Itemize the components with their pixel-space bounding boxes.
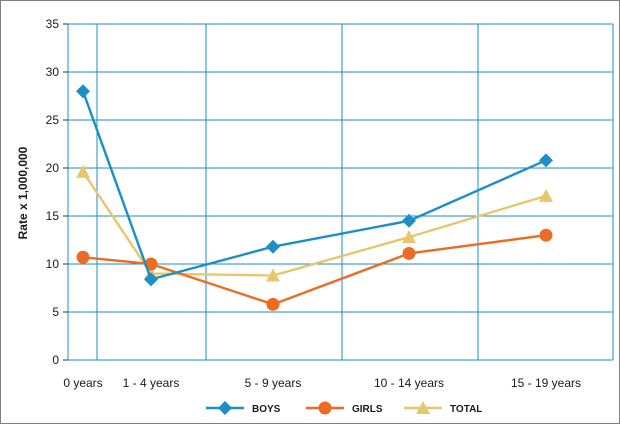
- point-girls-0: [76, 250, 90, 264]
- y-tick-label-4: 20: [46, 161, 60, 175]
- point-total-4: [539, 188, 553, 202]
- series-boys: [76, 84, 553, 287]
- legend-label-total: TOTAL: [450, 404, 482, 415]
- x-axis-ticks: 0 years 1 - 4 years 5 - 9 years 10 - 14 yea…: [63, 376, 581, 390]
- x-tick-label-2: 5 - 9 years: [245, 376, 302, 390]
- x-tick-label-1: 1 - 4 years: [123, 376, 180, 390]
- point-boys-0: [76, 84, 90, 99]
- x-tick-label-0: 0 years: [63, 376, 102, 390]
- series-group: [76, 84, 553, 311]
- point-girls-2: [266, 297, 280, 311]
- legend-item-total: TOTAL: [404, 401, 482, 415]
- point-girls-3: [402, 246, 416, 260]
- x-tick-label-3: 10 - 14 years: [374, 376, 444, 390]
- x-tick-label-4: 15 - 19 years: [511, 376, 581, 390]
- legend-item-girls: GIRLS: [306, 401, 383, 415]
- point-girls-4: [539, 228, 553, 242]
- y-tick-label-3: 15: [46, 209, 60, 223]
- legend-item-boys: BOYS: [206, 401, 281, 415]
- legend-marker-boys: [218, 401, 232, 415]
- legend-marker-total: [416, 401, 430, 414]
- point-boys-4: [539, 153, 553, 168]
- legend-label-girls: GIRLS: [352, 404, 383, 415]
- y-axis-ticks: 0 5 10 15 20 25 30 35: [46, 17, 68, 367]
- y-tick-label-7: 35: [46, 17, 60, 31]
- y-axis-label: Rate x 1,000,000: [16, 146, 30, 239]
- y-tick-label-2: 10: [46, 257, 60, 271]
- legend-marker-girls: [318, 401, 332, 415]
- point-total-3: [402, 230, 416, 244]
- point-boys-1: [144, 272, 158, 287]
- series-line-boys: [81, 90, 547, 281]
- y-tick-label-5: 25: [46, 113, 60, 127]
- point-total-0: [76, 164, 90, 178]
- gridlines: [67, 23, 614, 361]
- y-tick-label-0: 0: [52, 353, 59, 367]
- legend: BOYS GIRLS TOTAL: [206, 401, 482, 415]
- y-tick-label-1: 5: [52, 305, 59, 319]
- legend-label-boys: BOYS: [252, 404, 281, 415]
- y-tick-label-6: 30: [46, 65, 60, 79]
- point-boys-2: [266, 239, 280, 254]
- point-boys-3: [402, 213, 416, 228]
- series-girls: [76, 228, 553, 311]
- point-total-2: [266, 268, 280, 282]
